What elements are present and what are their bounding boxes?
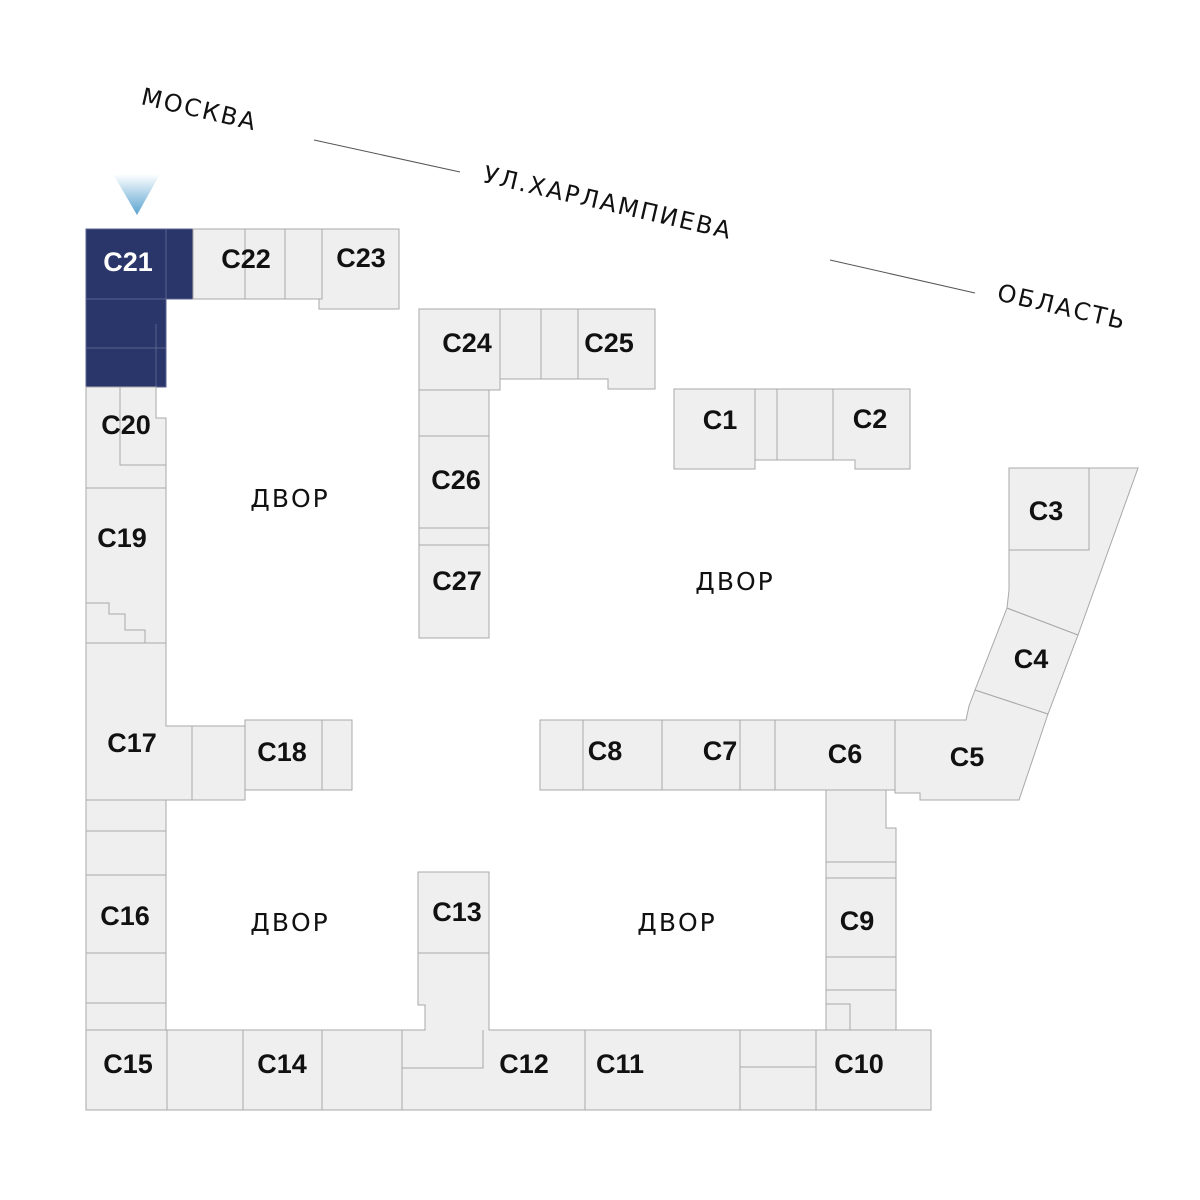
street-label-part3: ОБЛАСТЬ — [995, 279, 1130, 336]
unit-c22[interactable]: C22 — [192, 228, 323, 300]
unit-label: C25 — [584, 328, 634, 358]
street-label-part1: МОСКВА — [139, 83, 261, 137]
unit-c15[interactable]: C15 — [85, 1029, 244, 1111]
unit-c16[interactable]: C16 — [85, 799, 167, 1031]
unit-label: C1 — [703, 405, 738, 435]
courtyard-label: ДВОР — [250, 908, 329, 937]
unit-label: C12 — [499, 1049, 549, 1079]
unit-label: C22 — [221, 244, 271, 274]
unit-label: C18 — [257, 737, 307, 767]
unit-label: C8 — [588, 736, 623, 766]
unit-c25[interactable]: C25 — [540, 308, 656, 390]
unit-label: C10 — [834, 1049, 884, 1079]
unit-c1[interactable]: C1 — [673, 388, 778, 470]
unit-c10[interactable]: C10 — [815, 1029, 932, 1111]
unit-c2[interactable]: C2 — [776, 388, 911, 470]
street-label-part2: УЛ.ХАРЛАМПИЕВА — [481, 161, 736, 246]
street-line — [313, 139, 461, 173]
location-marker-icon — [113, 174, 160, 215]
unit-c8[interactable]: C8 — [539, 719, 663, 791]
unit-label: C16 — [100, 901, 150, 931]
unit-c21[interactable]: C21 — [85, 228, 194, 388]
unit-label: C24 — [442, 328, 492, 358]
courtyard-label: ДВОР — [695, 567, 774, 596]
unit-label: C27 — [432, 566, 482, 596]
unit-c4[interactable]: C4 — [974, 607, 1079, 715]
unit-label: C9 — [840, 906, 875, 936]
unit-label: C7 — [703, 736, 738, 766]
unit-c9[interactable]: C9 — [825, 789, 897, 1031]
unit-c26[interactable]: C26 — [418, 389, 490, 546]
courtyard-label: ДВОР — [637, 908, 716, 937]
unit-c6[interactable]: C6 — [774, 719, 896, 791]
unit-label: C26 — [431, 465, 481, 495]
unit-c11[interactable]: C11 — [584, 1029, 817, 1111]
unit-c23[interactable]: C23 — [318, 228, 400, 310]
unit-label: C13 — [432, 897, 482, 927]
unit-c12[interactable]: C12 — [401, 952, 586, 1111]
unit-c19[interactable]: C19 — [85, 487, 167, 644]
unit-c17[interactable]: C17 — [85, 642, 246, 801]
street-line — [829, 259, 976, 294]
unit-label: C3 — [1029, 496, 1064, 526]
unit-label: C11 — [596, 1049, 644, 1079]
unit-label: C23 — [336, 243, 386, 273]
unit-c18[interactable]: C18 — [244, 719, 353, 791]
unit-c14[interactable]: C14 — [242, 1029, 403, 1111]
unit-label: C4 — [1014, 644, 1049, 674]
unit-c13[interactable]: C13 — [417, 871, 490, 954]
unit-label: C15 — [103, 1049, 153, 1079]
courtyard-label: ДВОР — [250, 484, 329, 513]
unit-label: C6 — [828, 739, 863, 769]
unit-label: C19 — [97, 523, 147, 553]
unit-label: C21 — [103, 247, 153, 277]
unit-c20[interactable]: C20 — [85, 386, 167, 489]
unit-c24[interactable]: C24 — [418, 308, 542, 391]
unit-label: C17 — [107, 728, 157, 758]
unit-c27[interactable]: C27 — [418, 544, 490, 639]
unit-c3[interactable]: C3 — [1006, 467, 1139, 636]
unit-label: C14 — [257, 1049, 307, 1079]
unit-label: C2 — [853, 404, 888, 434]
unit-label: C5 — [950, 742, 985, 772]
unit-c7[interactable]: C7 — [661, 719, 776, 791]
unit-label: C20 — [101, 410, 151, 440]
unit-c5[interactable]: C5 — [894, 689, 1049, 801]
